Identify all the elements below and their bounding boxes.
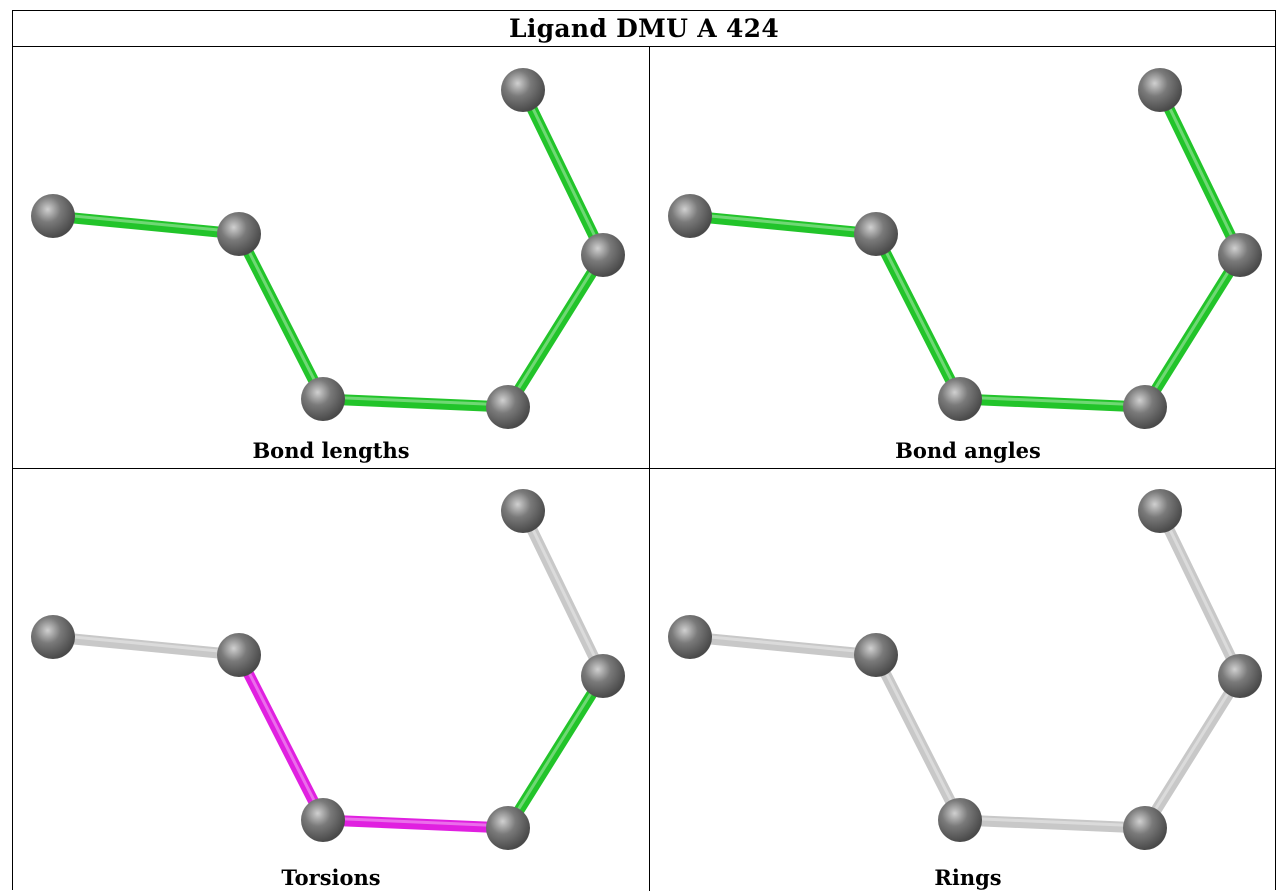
bond-highlight (959, 816, 1146, 828)
bond-1 (47, 631, 245, 661)
atom-1 (668, 194, 712, 238)
atom-3 (938, 798, 982, 842)
bond-highlight (506, 252, 605, 406)
bond-4 (1139, 670, 1246, 834)
atom-5 (1218, 233, 1262, 277)
atom-2 (217, 633, 261, 677)
atom-4 (1123, 806, 1167, 850)
bond-highlight (1158, 508, 1242, 675)
bond-5 (517, 84, 609, 261)
bond-5 (1154, 505, 1246, 682)
bond-3 (954, 393, 1151, 413)
molecule-bond-lengths (31, 68, 625, 429)
column-divider (649, 47, 650, 891)
bond-highlight (874, 652, 962, 819)
bond-highlight (237, 231, 325, 398)
atom-3 (301, 798, 345, 842)
panel-rings: Rings (650, 469, 1276, 890)
bond-highlight (322, 816, 509, 828)
bond-5 (1154, 84, 1246, 261)
bond-2 (233, 228, 329, 405)
atom-5 (1218, 654, 1262, 698)
atom-4 (1123, 385, 1167, 429)
bond-highlight (521, 508, 605, 675)
molecule-rings (668, 489, 1262, 850)
atom-2 (854, 633, 898, 677)
bond-2 (870, 649, 966, 826)
molecule-torsions (31, 489, 625, 850)
atom-2 (217, 212, 261, 256)
bond-1 (684, 210, 882, 240)
figure-frame: Ligand DMU A 424 Bond lengths Bond angle… (12, 10, 1276, 891)
atom-3 (938, 377, 982, 421)
molecule-bond-angles (668, 68, 1262, 429)
bond-1 (47, 210, 245, 240)
bond-5 (517, 505, 609, 682)
bond-highlight (506, 673, 605, 827)
bond-highlight (521, 87, 605, 254)
bond-highlight (1143, 252, 1242, 406)
atom-2 (854, 212, 898, 256)
row-divider (13, 468, 1275, 469)
bond-highlight (237, 652, 325, 819)
atom-6 (501, 489, 545, 533)
atom-1 (31, 615, 75, 659)
atom-4 (486, 806, 530, 850)
panel-caption: Bond lengths (252, 438, 410, 463)
panel-caption: Rings (934, 865, 1002, 890)
bond-highlight (1158, 87, 1242, 254)
atom-3 (301, 377, 345, 421)
bond-4 (502, 670, 609, 834)
bond-3 (954, 814, 1151, 834)
atom-5 (581, 233, 625, 277)
panel-torsions: Torsions (13, 469, 649, 890)
atom-6 (501, 68, 545, 112)
atom-6 (1138, 489, 1182, 533)
atom-4 (486, 385, 530, 429)
bond-highlight (689, 212, 877, 234)
atom-1 (668, 615, 712, 659)
bond-highlight (322, 395, 509, 407)
bond-highlight (689, 633, 877, 655)
panel-bond-angles: Bond angles (650, 48, 1276, 468)
panel-bond-lengths: Bond lengths (13, 48, 649, 468)
bond-highlight (874, 231, 962, 398)
panel-caption: Bond angles (895, 438, 1041, 463)
bond-2 (870, 228, 966, 405)
atom-1 (31, 194, 75, 238)
bond-4 (1139, 249, 1246, 413)
bond-3 (317, 814, 514, 834)
bond-1 (684, 631, 882, 661)
title-row: Ligand DMU A 424 (13, 11, 1275, 47)
bond-highlight (52, 633, 240, 655)
bond-highlight (1143, 673, 1242, 827)
atom-5 (581, 654, 625, 698)
bond-4 (502, 249, 609, 413)
figure-title: Ligand DMU A 424 (508, 14, 780, 43)
panel-caption: Torsions (281, 865, 381, 890)
atom-6 (1138, 68, 1182, 112)
bond-highlight (959, 395, 1146, 407)
bond-3 (317, 393, 514, 413)
bond-highlight (52, 212, 240, 234)
bond-2 (233, 649, 329, 826)
